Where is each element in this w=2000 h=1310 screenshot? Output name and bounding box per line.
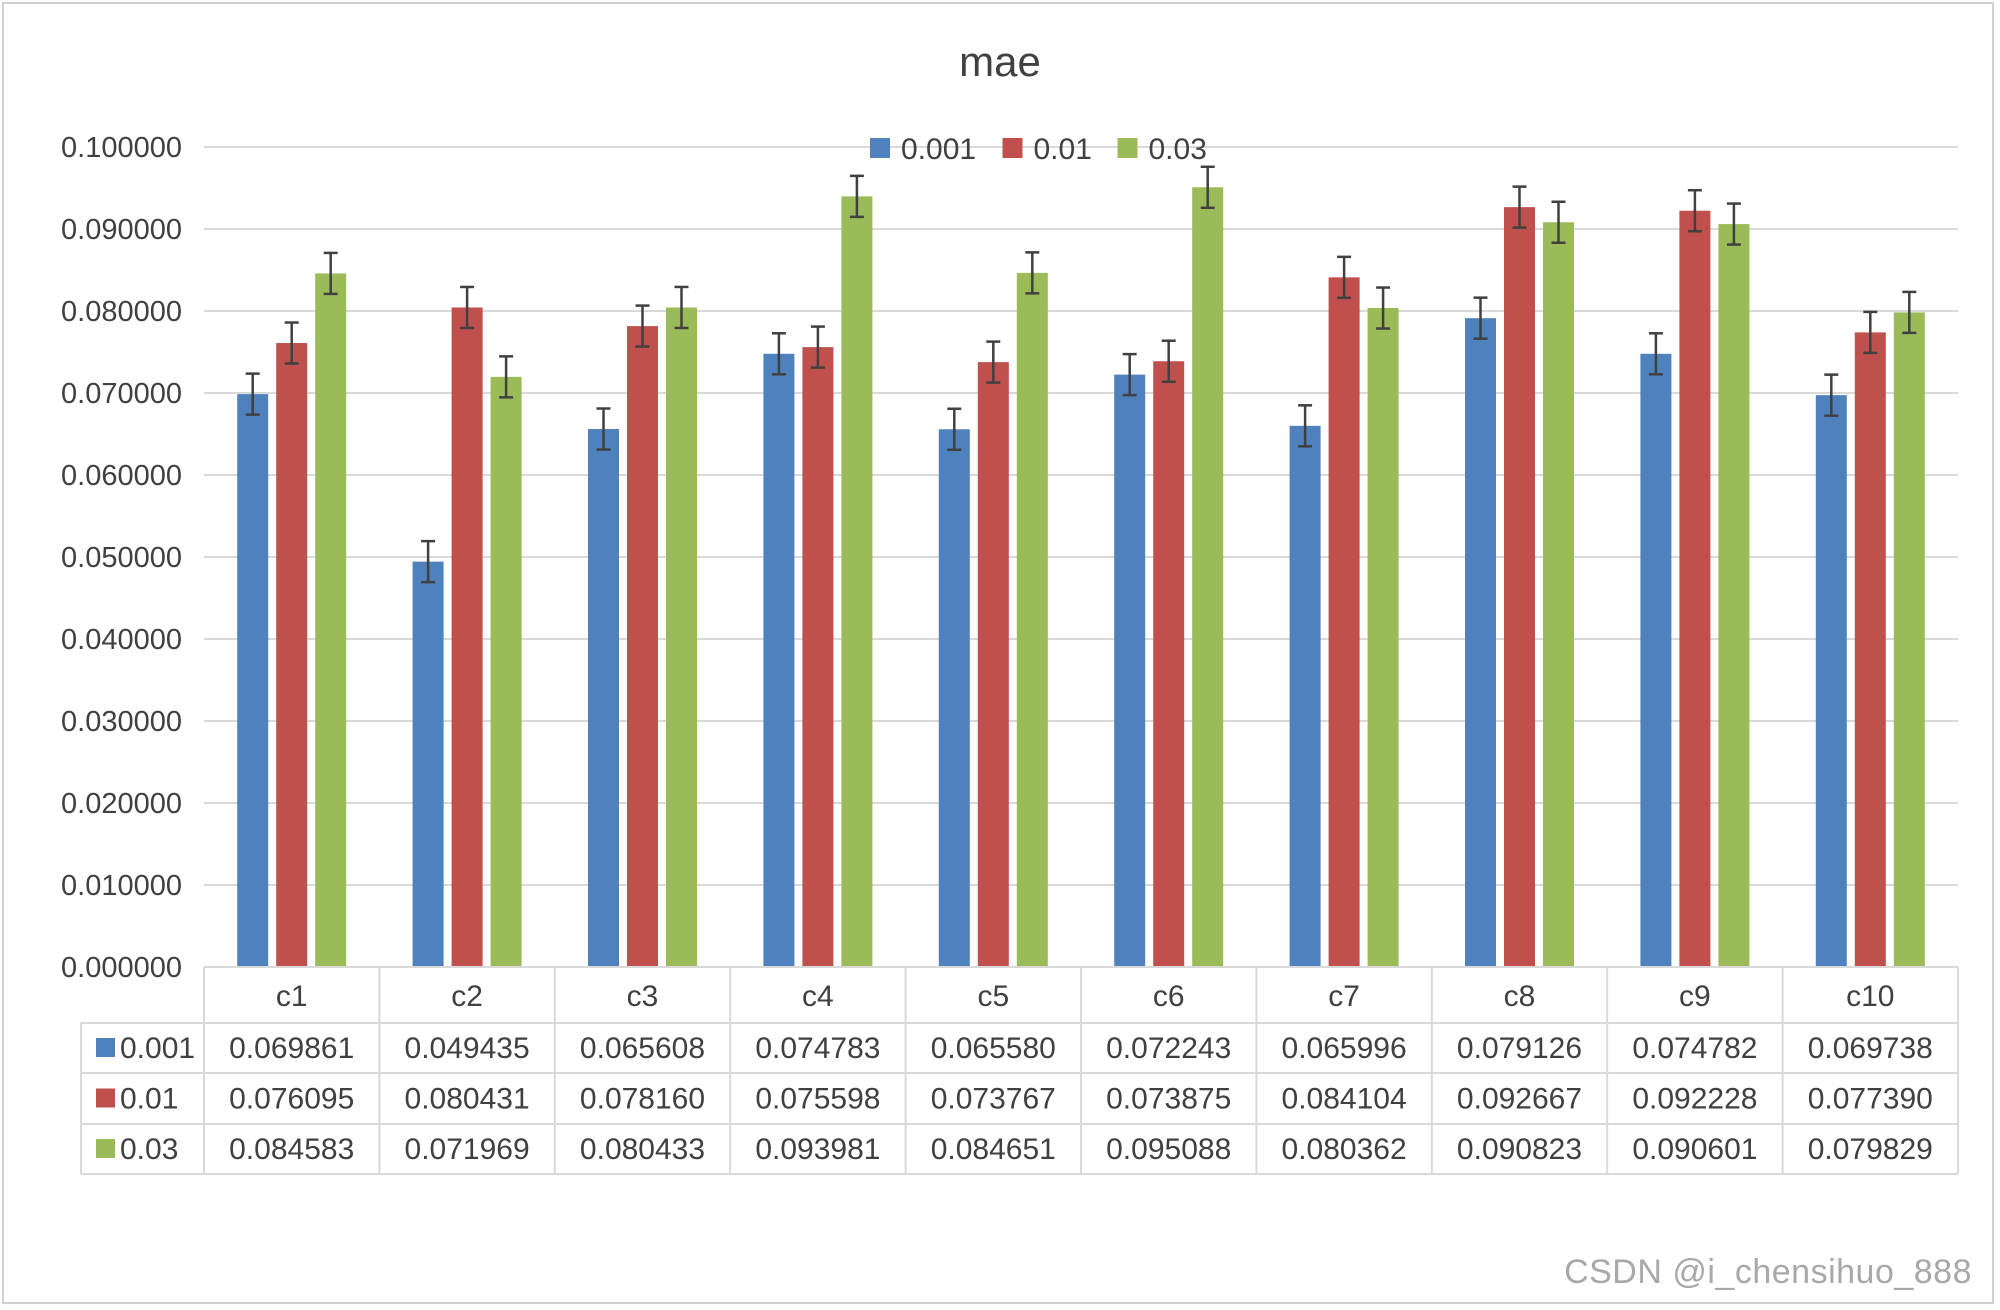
legend-label: 0.01 [1034, 133, 1092, 166]
table-cell: 0.080431 [405, 1083, 530, 1116]
table-legend-key-0.01 [96, 1088, 115, 1108]
table-legend-key-0.03 [96, 1139, 115, 1158]
bar-0.001-c10 [1815, 395, 1847, 967]
bar-0.03-c4 [841, 196, 873, 967]
x-tick-label: c2 [451, 980, 483, 1013]
bar-0.001-c1 [237, 394, 269, 968]
table-cell: 0.079829 [1808, 1133, 1933, 1166]
bar-0.001-c2 [412, 561, 444, 967]
table-cell: 0.065996 [1282, 1032, 1407, 1065]
table-cell: 0.093981 [755, 1133, 880, 1166]
bar-0.001-c6 [1114, 374, 1146, 967]
table-cell: 0.073875 [1106, 1083, 1231, 1116]
table-cell: 0.090823 [1457, 1133, 1582, 1166]
y-tick-label: 0.060000 [61, 460, 182, 492]
legend-swatch-0.03 [1117, 138, 1138, 158]
table-legend-key-0.001 [96, 1038, 115, 1057]
bar-0.03-c10 [1893, 312, 1925, 967]
y-tick-label: 0.000000 [61, 952, 182, 984]
y-tick-label: 0.030000 [61, 706, 182, 738]
x-tick-label: c10 [1846, 980, 1894, 1013]
bar-0.01-c1 [276, 343, 308, 967]
x-tick-label: c5 [977, 980, 1009, 1013]
y-tick-label: 0.100000 [61, 132, 182, 164]
x-tick-label: c9 [1679, 980, 1711, 1013]
table-cell: 0.065608 [580, 1032, 705, 1065]
table-row-label: 0.03 [120, 1133, 178, 1166]
table-cell: 0.090601 [1632, 1133, 1757, 1166]
y-tick-label: 0.050000 [61, 542, 182, 574]
x-tick-label: c8 [1504, 980, 1536, 1013]
bar-0.03-c3 [666, 307, 697, 967]
bar-0.01-c10 [1854, 332, 1886, 968]
bar-0.01-c9 [1679, 210, 1711, 967]
legend-label: 0.001 [901, 133, 976, 166]
table-cell: 0.073767 [931, 1083, 1056, 1116]
table-cell: 0.078160 [580, 1083, 705, 1116]
table-cell: 0.080433 [580, 1133, 705, 1166]
table-row-label: 0.01 [120, 1083, 178, 1116]
table-cell: 0.072243 [1106, 1032, 1231, 1065]
y-tick-label: 0.020000 [61, 788, 182, 820]
legend-swatch-0.01 [1002, 138, 1023, 158]
y-tick-label: 0.080000 [61, 296, 182, 328]
table-cell: 0.075598 [755, 1083, 880, 1116]
table-cell: 0.080362 [1282, 1133, 1407, 1166]
table-cell: 0.079126 [1457, 1032, 1582, 1065]
legend-label: 0.03 [1149, 133, 1207, 166]
bar-0.001-c4 [763, 353, 795, 967]
table-cell: 0.049435 [405, 1032, 530, 1065]
x-tick-label: c6 [1153, 980, 1185, 1013]
y-tick-label: 0.010000 [61, 870, 182, 902]
chart-title: mae [959, 38, 1041, 85]
bar-0.01-c3 [627, 326, 658, 967]
bar-0.01-c2 [451, 307, 483, 967]
table-row-label: 0.001 [120, 1032, 195, 1065]
bar-0.01-c7 [1328, 277, 1360, 968]
bar-0.03-c7 [1367, 308, 1399, 967]
bar-0.03-c9 [1718, 224, 1750, 968]
table-cell: 0.074782 [1632, 1032, 1757, 1065]
table-cell: 0.074783 [755, 1032, 880, 1065]
table-cell: 0.084651 [931, 1133, 1056, 1166]
bar-0.01-c4 [802, 347, 834, 967]
y-tick-label: 0.090000 [61, 214, 182, 246]
x-tick-label: c1 [276, 980, 308, 1013]
bar-0.001-c5 [938, 429, 970, 967]
bar-0.03-c8 [1543, 222, 1574, 967]
table-cell: 0.092667 [1457, 1083, 1582, 1116]
bar-0.03-c2 [490, 376, 522, 967]
bar-0.001-c3 [588, 429, 619, 967]
table-cell: 0.065580 [931, 1032, 1056, 1065]
table-cell: 0.076095 [229, 1083, 354, 1116]
watermark: CSDN @i_chensihuo_888 [1564, 1253, 1972, 1291]
x-tick-label: c7 [1328, 980, 1360, 1013]
y-tick-label: 0.040000 [61, 624, 182, 656]
x-tick-label: c4 [802, 980, 834, 1013]
x-tick-label: c3 [627, 980, 659, 1013]
table-cell: 0.092228 [1632, 1083, 1757, 1116]
bar-0.01-c8 [1504, 207, 1535, 967]
table-cell: 0.071969 [405, 1133, 530, 1166]
bar-0.03-c6 [1192, 187, 1224, 968]
bar-0.03-c1 [315, 273, 347, 967]
bar-0.01-c5 [977, 362, 1009, 967]
y-tick-label: 0.070000 [61, 378, 182, 410]
bar-0.001-c8 [1465, 318, 1496, 967]
table-cell: 0.084583 [229, 1133, 354, 1166]
bar-0.001-c9 [1640, 353, 1672, 967]
table-cell: 0.084104 [1282, 1083, 1407, 1116]
table-cell: 0.069861 [229, 1032, 354, 1065]
bar-0.01-c6 [1153, 361, 1185, 968]
table-cell: 0.069738 [1808, 1032, 1933, 1065]
table-cell: 0.077390 [1808, 1083, 1933, 1116]
bar-0.03-c5 [1016, 272, 1048, 967]
table-cell: 0.095088 [1106, 1133, 1231, 1166]
bar-0.001-c7 [1289, 425, 1321, 968]
legend-swatch-0.001 [870, 138, 890, 158]
